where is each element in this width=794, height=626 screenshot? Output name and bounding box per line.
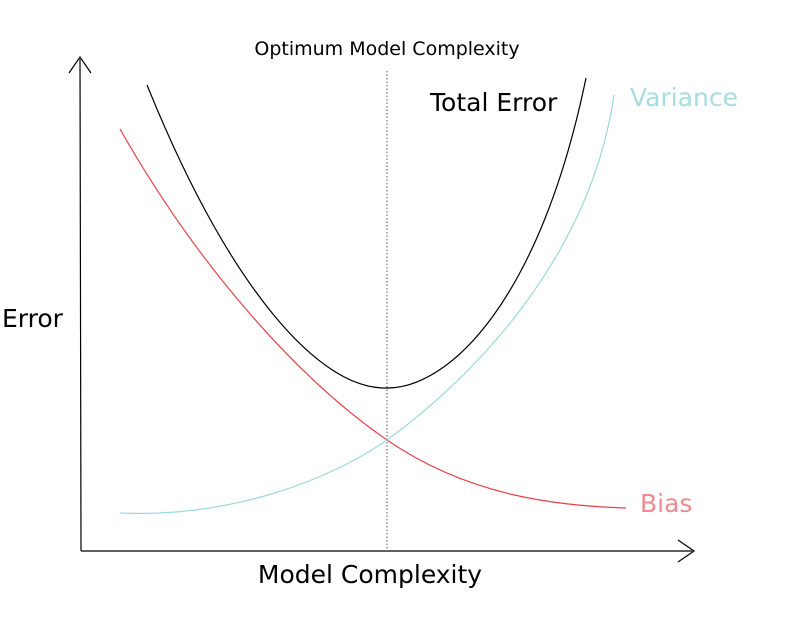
variance-label: Variance — [630, 83, 738, 112]
y-axis — [79, 58, 82, 552]
y-axis-arrowhead — [68, 55, 92, 74]
x-axis-arrowhead — [677, 539, 696, 563]
total-error-label: Total Error — [429, 88, 558, 117]
total-error-curve — [146, 77, 587, 389]
bias-label: Bias — [640, 489, 692, 518]
y-axis-label: Error — [2, 304, 64, 333]
axes — [68, 55, 696, 563]
x-axis-label: Model Complexity — [258, 560, 482, 589]
bias-curve — [119, 128, 627, 509]
diagram-title: Optimum Model Complexity — [254, 38, 519, 60]
variance-curve — [119, 94, 615, 515]
